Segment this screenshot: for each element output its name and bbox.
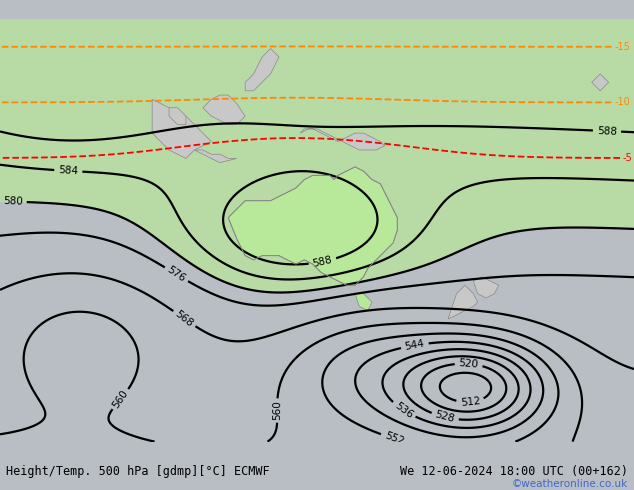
Polygon shape <box>448 285 477 319</box>
Text: 588: 588 <box>312 254 333 269</box>
Polygon shape <box>169 108 186 124</box>
Text: 560: 560 <box>272 401 282 420</box>
Polygon shape <box>355 294 372 311</box>
Text: Height/Temp. 500 hPa [gdmp][°C] ECMWF: Height/Temp. 500 hPa [gdmp][°C] ECMWF <box>6 465 270 478</box>
Text: -5: -5 <box>623 153 633 163</box>
Text: We 12-06-2024 18:00 UTC (00+162): We 12-06-2024 18:00 UTC (00+162) <box>399 465 628 478</box>
Text: 544: 544 <box>404 339 425 352</box>
Text: 576: 576 <box>165 265 188 284</box>
Polygon shape <box>592 74 609 91</box>
Text: 584: 584 <box>58 165 79 176</box>
Text: 560: 560 <box>111 388 131 410</box>
Text: -10: -10 <box>615 98 631 107</box>
Text: -15: -15 <box>615 42 631 52</box>
Polygon shape <box>152 99 211 158</box>
Text: ©weatheronline.co.uk: ©weatheronline.co.uk <box>512 479 628 489</box>
Text: 552: 552 <box>383 431 405 447</box>
Text: 512: 512 <box>460 396 481 408</box>
Polygon shape <box>245 49 279 91</box>
Text: 568: 568 <box>174 309 195 329</box>
Text: 588: 588 <box>597 125 617 137</box>
Text: 520: 520 <box>458 358 479 369</box>
Polygon shape <box>195 150 236 163</box>
Text: 528: 528 <box>434 410 456 425</box>
Text: 536: 536 <box>392 400 415 420</box>
Polygon shape <box>203 95 245 124</box>
Polygon shape <box>300 129 385 150</box>
Text: 580: 580 <box>3 196 23 207</box>
Polygon shape <box>228 167 398 285</box>
Polygon shape <box>474 277 499 298</box>
